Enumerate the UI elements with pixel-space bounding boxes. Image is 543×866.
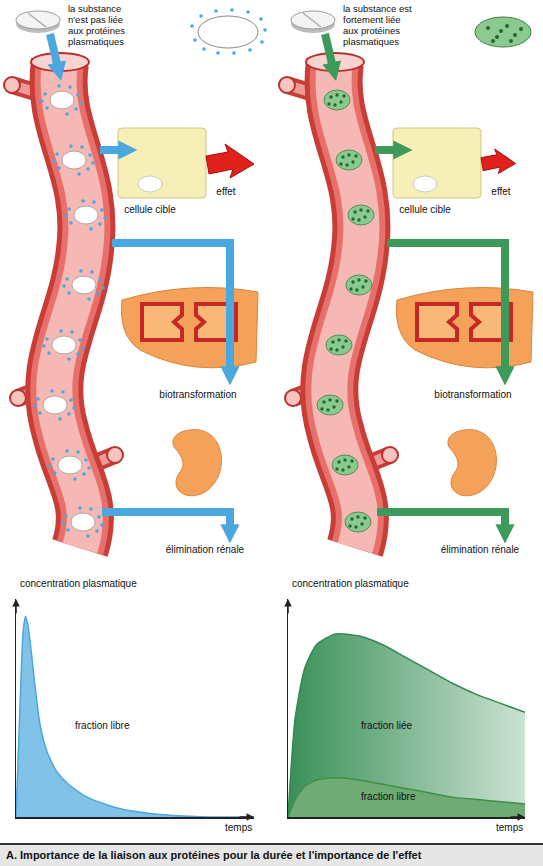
svg-text:temps: temps — [496, 822, 523, 833]
svg-text:cellule cible: cellule cible — [399, 204, 451, 215]
svg-text:effet: effet — [491, 186, 510, 197]
svg-text:fraction liée: fraction liée — [361, 720, 413, 731]
svg-text:concentration plasmatique: concentration plasmatique — [20, 578, 137, 589]
svg-text:biotransformation: biotransformation — [434, 389, 511, 400]
svg-text:n'est pas liée: n'est pas liée — [68, 14, 123, 25]
svg-text:effet: effet — [216, 186, 235, 197]
svg-text:la substance est: la substance est — [343, 3, 412, 14]
svg-text:temps: temps — [225, 822, 252, 833]
svg-text:plasmatiques: plasmatiques — [68, 36, 124, 47]
svg-text:aux protéines: aux protéines — [68, 25, 125, 36]
svg-text:aux protéines: aux protéines — [343, 25, 400, 36]
svg-text:fraction libre: fraction libre — [75, 720, 130, 731]
svg-text:concentration plasmatique: concentration plasmatique — [292, 578, 409, 589]
html-text:A. Importance de la liaison au: A. Importance de la liaison aux protéine… — [6, 849, 422, 861]
svg-text:plasmatiques: plasmatiques — [343, 36, 399, 47]
svg-text:élimination rénale: élimination rénale — [166, 544, 245, 555]
svg-text:fortement liée: fortement liée — [343, 14, 401, 25]
svg-text:biotransformation: biotransformation — [159, 389, 236, 400]
svg-text:cellule cible: cellule cible — [124, 204, 176, 215]
svg-text:fraction libre: fraction libre — [361, 791, 416, 802]
svg-text:élimination rénale: élimination rénale — [441, 544, 520, 555]
svg-text:la substance: la substance — [68, 3, 121, 14]
